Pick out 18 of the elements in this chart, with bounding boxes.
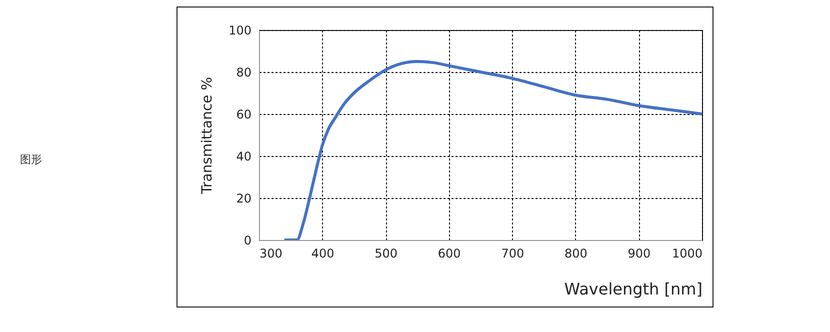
x-axis-title: Wavelength [nm] xyxy=(564,280,702,298)
y-tick-label: 100 xyxy=(228,24,252,38)
x-tick-label: 600 xyxy=(438,246,461,260)
x-tick-label: 900 xyxy=(628,246,651,260)
y-tick-label: 80 xyxy=(236,66,252,80)
y-axis-title: Transmittance % xyxy=(200,76,216,196)
x-tick-label: 700 xyxy=(501,246,524,260)
x-tick-label: 800 xyxy=(564,246,588,260)
y-tick-label: 0 xyxy=(244,234,252,248)
x-tick-label: 500 xyxy=(374,246,398,260)
x-tick-label: 1000 xyxy=(672,246,702,260)
text: 图形 xyxy=(20,153,42,166)
y-tick-label: 40 xyxy=(236,150,252,164)
y-tick-label: 20 xyxy=(236,192,252,206)
x-tick-label: 300 xyxy=(260,246,282,260)
x-tick-label: 400 xyxy=(311,246,334,260)
line-series xyxy=(282,60,702,240)
y-tick-label: 60 xyxy=(236,108,252,122)
